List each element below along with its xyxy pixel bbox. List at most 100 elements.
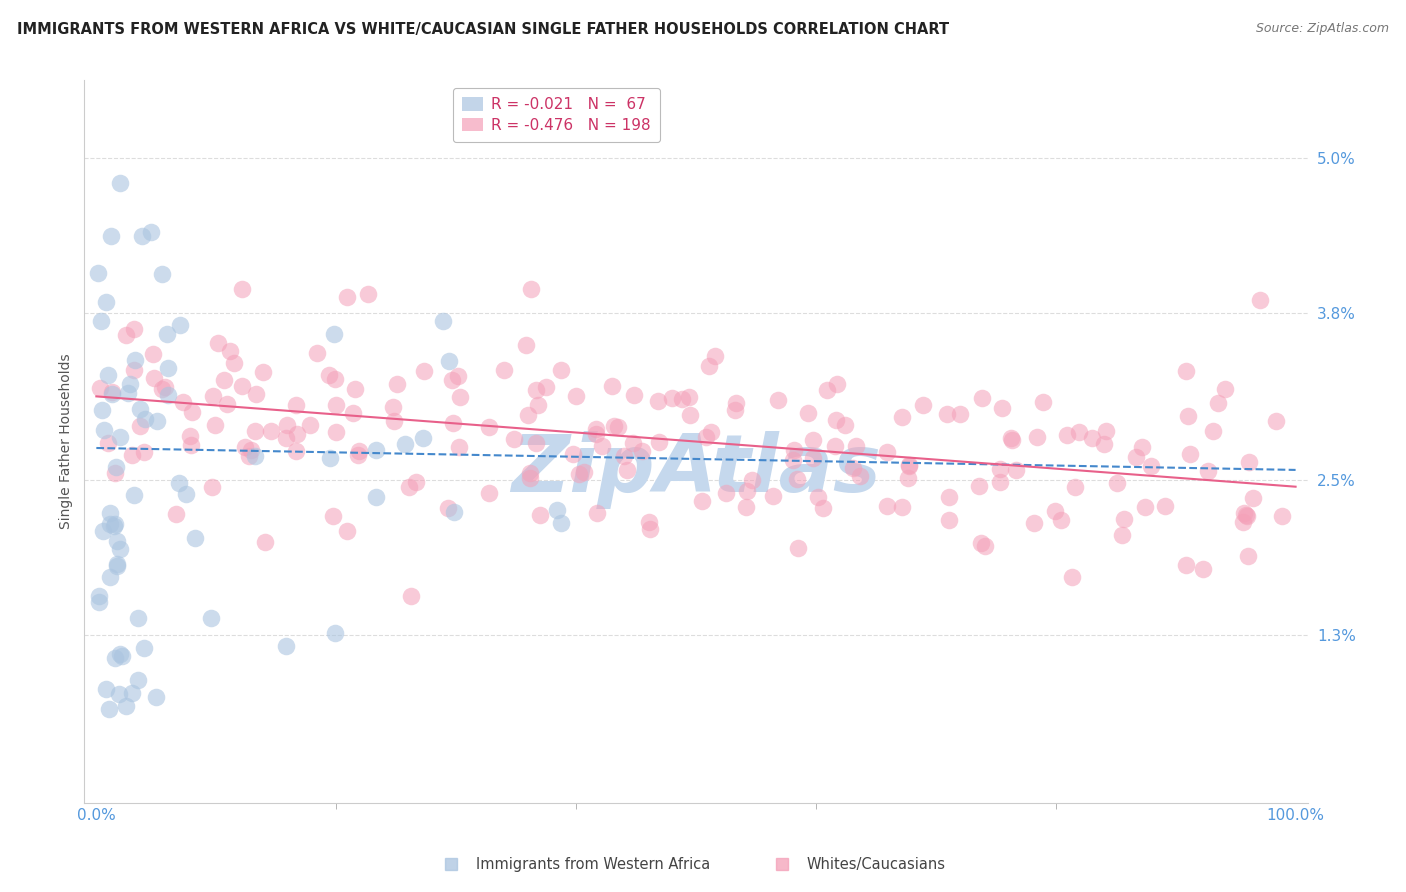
Point <box>801 434 824 448</box>
Point <box>1135 500 1157 515</box>
Point <box>165 507 187 521</box>
Point <box>1069 425 1091 440</box>
Point <box>117 386 139 401</box>
Point <box>441 417 464 431</box>
Point <box>172 395 194 409</box>
Point <box>447 368 470 383</box>
Point <box>399 590 422 604</box>
Point <box>207 336 229 351</box>
Point <box>700 425 723 440</box>
Point <box>437 354 460 368</box>
Point <box>200 611 222 625</box>
Point <box>342 406 364 420</box>
Point <box>876 444 898 458</box>
Point <box>1111 528 1133 542</box>
Point <box>1130 440 1153 454</box>
Point <box>478 486 501 500</box>
Point <box>115 699 138 714</box>
Point <box>1202 424 1225 438</box>
Point <box>891 500 914 514</box>
Point <box>761 489 783 503</box>
Point <box>298 417 321 432</box>
Point <box>364 490 387 504</box>
Point <box>797 406 820 420</box>
Point <box>87 589 110 603</box>
Point <box>104 467 127 481</box>
Point <box>357 286 380 301</box>
Point <box>817 383 839 397</box>
Point <box>613 450 636 464</box>
Point <box>647 394 669 409</box>
Point <box>98 570 121 584</box>
Point <box>602 378 624 392</box>
Point <box>94 294 117 309</box>
Point <box>276 417 298 432</box>
Point <box>1056 428 1078 442</box>
Point <box>898 459 921 474</box>
Point <box>110 177 132 191</box>
Point <box>325 398 347 412</box>
Point <box>104 516 127 531</box>
Point <box>782 452 804 467</box>
Point <box>585 422 607 436</box>
Point <box>441 373 464 387</box>
Point <box>679 409 702 423</box>
Point <box>239 443 262 458</box>
Point <box>129 418 152 433</box>
Point <box>568 467 591 482</box>
Point <box>825 377 848 392</box>
Point <box>150 382 173 396</box>
Point <box>305 346 328 360</box>
Point <box>1043 504 1066 518</box>
Point <box>725 396 748 410</box>
Point <box>949 407 972 421</box>
Point <box>325 425 347 439</box>
Point <box>991 401 1014 415</box>
Point <box>124 488 146 502</box>
Point <box>89 381 111 395</box>
Point <box>1232 515 1254 529</box>
Point <box>108 542 131 557</box>
Point <box>606 419 628 434</box>
Point <box>565 389 588 403</box>
Point <box>623 387 645 401</box>
Point <box>703 349 725 363</box>
Point <box>1237 455 1260 469</box>
Point <box>202 389 225 403</box>
Point <box>224 356 246 370</box>
Point <box>741 473 763 487</box>
Point <box>936 407 959 421</box>
Point <box>550 516 572 530</box>
Point <box>714 486 737 500</box>
Point <box>517 409 540 423</box>
Text: ZipAtlas: ZipAtlas <box>510 432 882 509</box>
Point <box>695 430 717 444</box>
Point <box>157 361 180 376</box>
Point <box>1178 447 1201 461</box>
Point <box>1175 364 1198 378</box>
Point <box>443 505 465 519</box>
Point <box>1233 506 1256 520</box>
Point <box>1236 509 1258 524</box>
Point <box>153 380 176 394</box>
Point <box>1022 516 1045 530</box>
Point <box>336 524 359 538</box>
Point <box>586 506 609 520</box>
Point <box>243 424 266 438</box>
Point <box>142 370 165 384</box>
Point <box>1236 549 1258 563</box>
Point <box>766 392 789 407</box>
Point <box>876 499 898 513</box>
Point <box>1197 465 1219 479</box>
Point <box>1213 382 1236 396</box>
Point <box>1092 437 1115 451</box>
Point <box>550 363 572 377</box>
Point <box>801 450 824 465</box>
Point <box>735 484 758 499</box>
Point <box>520 282 543 296</box>
Point <box>678 391 700 405</box>
Point <box>87 595 110 609</box>
Point <box>398 480 420 494</box>
Point <box>94 681 117 696</box>
Point <box>478 420 501 434</box>
